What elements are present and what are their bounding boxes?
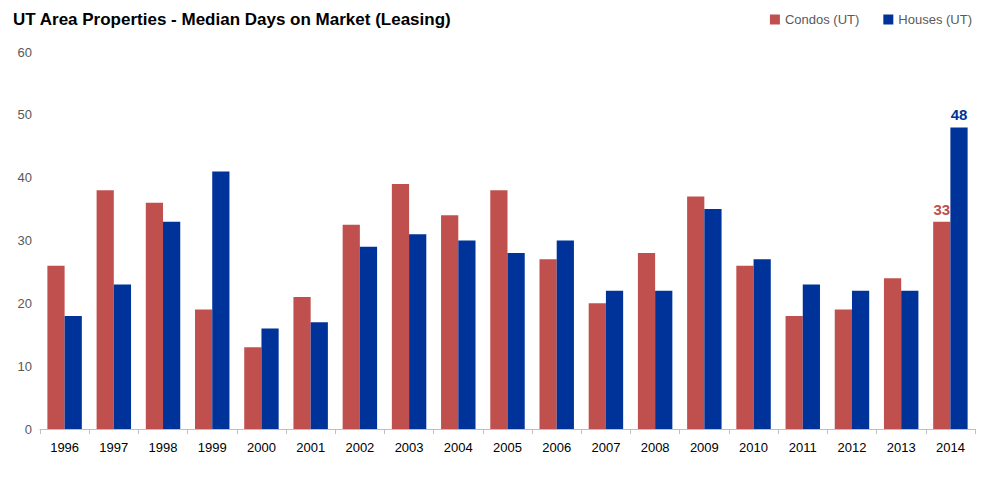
svg-text:Houses (UT): Houses (UT) <box>898 12 972 27</box>
svg-text:2013: 2013 <box>887 440 916 455</box>
svg-text:2004: 2004 <box>444 440 473 455</box>
svg-text:2005: 2005 <box>493 440 522 455</box>
svg-text:48: 48 <box>951 106 968 123</box>
svg-text:0: 0 <box>25 422 32 437</box>
svg-text:2001: 2001 <box>296 440 325 455</box>
svg-text:2011: 2011 <box>789 440 817 455</box>
svg-text:Condos (UT): Condos (UT) <box>785 12 859 27</box>
svg-text:33: 33 <box>933 201 950 218</box>
svg-text:2009: 2009 <box>690 440 719 455</box>
svg-text:2014: 2014 <box>936 440 965 455</box>
svg-text:2007: 2007 <box>591 440 620 455</box>
svg-text:20: 20 <box>18 296 32 311</box>
svg-text:2000: 2000 <box>247 440 276 455</box>
svg-text:2003: 2003 <box>395 440 424 455</box>
svg-text:30: 30 <box>18 233 32 248</box>
svg-text:60: 60 <box>18 45 32 60</box>
svg-text:1999: 1999 <box>198 440 227 455</box>
svg-text:50: 50 <box>18 107 32 122</box>
svg-text:UT Area Properties - Median Da: UT Area Properties - Median Days on Mark… <box>13 10 451 29</box>
svg-text:2002: 2002 <box>345 440 374 455</box>
svg-text:2012: 2012 <box>838 440 867 455</box>
svg-text:1997: 1997 <box>99 440 128 455</box>
svg-text:1998: 1998 <box>149 440 178 455</box>
svg-text:1996: 1996 <box>50 440 79 455</box>
svg-text:10: 10 <box>18 359 32 374</box>
svg-text:2008: 2008 <box>641 440 670 455</box>
svg-text:2006: 2006 <box>542 440 571 455</box>
svg-text:2010: 2010 <box>739 440 768 455</box>
svg-text:40: 40 <box>18 170 32 185</box>
